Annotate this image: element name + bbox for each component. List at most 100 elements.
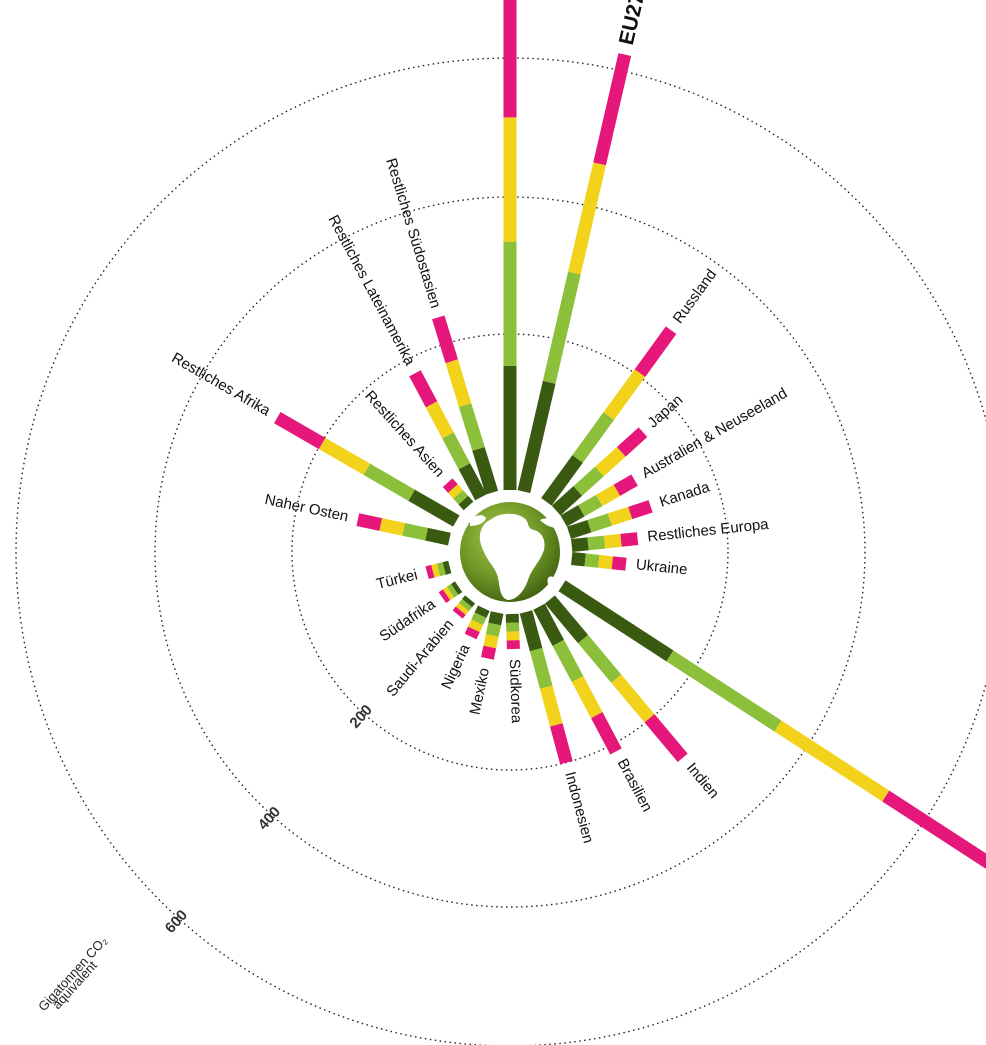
- bar-segment: [566, 520, 592, 539]
- bar-segment: [450, 581, 463, 595]
- bar-segment: [432, 315, 458, 364]
- label-ukraine: Ukraine: [635, 556, 688, 578]
- bar-segment: [611, 556, 627, 571]
- bar-segment: [533, 603, 565, 646]
- bar-segment: [274, 411, 326, 450]
- emission-bars: [274, 0, 986, 869]
- tick-400: 400: [255, 803, 284, 833]
- bar-segment: [644, 714, 688, 762]
- bar-segment: [558, 580, 674, 662]
- bar-türkei: [425, 560, 452, 579]
- label-brasilien: Brasilien: [614, 756, 656, 815]
- label-südkorea: Südkorea: [506, 659, 525, 724]
- label-naher-osten: Naher Osten: [263, 491, 350, 525]
- bar-segment: [483, 634, 499, 649]
- bar-segment: [442, 586, 455, 601]
- bar-naher-osten: [356, 513, 451, 546]
- bar-segment: [587, 513, 612, 533]
- bar-segment: [363, 463, 415, 501]
- bar-segment: [452, 606, 466, 619]
- bar-segment: [519, 610, 543, 652]
- bar-segment: [568, 162, 606, 275]
- bar-segment: [593, 53, 632, 166]
- tick-200: 200: [346, 702, 375, 732]
- bar-segment: [551, 486, 583, 516]
- bar-segment: [445, 359, 472, 407]
- bar-segment: [603, 533, 622, 549]
- bar-segment: [455, 602, 469, 615]
- bar-segment: [578, 634, 622, 683]
- globe-icon: [460, 502, 560, 602]
- axis-ticks: 200 400 600: [162, 702, 376, 937]
- bar-südafrika: [438, 581, 463, 603]
- bar-ukraine: [571, 552, 627, 571]
- bar-segment: [517, 380, 556, 494]
- label-nigeria: Nigeria: [438, 641, 474, 692]
- tick-600: 600: [162, 907, 191, 937]
- bar-segment: [356, 513, 383, 531]
- bar-segment: [442, 560, 452, 575]
- grid-ring-200: [154, 196, 866, 908]
- unit-label-line: Gigatonnen CO₂: [35, 933, 110, 1014]
- bar-segment: [595, 484, 621, 507]
- label-russland: Russland: [670, 266, 721, 327]
- bar-mexiko: [481, 611, 504, 660]
- bar-segment: [591, 712, 622, 755]
- bar-segment: [409, 370, 438, 408]
- bar-segment: [318, 437, 371, 475]
- label-mexiko: Mexiko: [467, 666, 494, 716]
- bar-indien: [544, 595, 688, 762]
- bar-segment: [587, 535, 606, 551]
- bar-segment: [458, 463, 487, 501]
- bar-segment: [488, 611, 504, 626]
- bar-segment: [598, 554, 614, 570]
- bar-restliches-südostasien: [432, 315, 499, 495]
- bar-segment: [425, 564, 435, 579]
- bar-segment: [542, 271, 581, 384]
- bar-japan: [551, 427, 648, 516]
- bar-segment: [442, 478, 458, 493]
- grid-ring-0: [291, 333, 729, 771]
- label-japan: Japan: [644, 391, 686, 431]
- label-restliches-südostasien: Restliches Südostasien: [382, 156, 444, 310]
- bar-segment: [462, 595, 476, 608]
- bar-segment: [550, 723, 573, 765]
- bar-segment: [446, 583, 459, 598]
- bar-segment: [616, 427, 648, 457]
- bar-segment: [453, 489, 469, 505]
- label-indien: Indien: [683, 760, 722, 802]
- bar-indonesien: [519, 610, 573, 765]
- bar-südkorea: [505, 613, 520, 650]
- label-eu27: EU27: [615, 0, 649, 47]
- bar-kanada: [566, 500, 653, 539]
- bar-segment: [571, 537, 589, 552]
- label-kanada: Kanada: [657, 478, 712, 510]
- bar-segment: [402, 523, 428, 541]
- bar-segment: [425, 527, 451, 546]
- bar-brasilien: [533, 603, 622, 755]
- bar-segment: [481, 645, 497, 660]
- bar-segment: [584, 553, 600, 568]
- label-restliches-europa: Restliches Europa: [647, 516, 770, 546]
- bar-segment: [572, 412, 615, 463]
- bar-segment: [471, 612, 487, 626]
- bar-china: [558, 580, 986, 869]
- bar-segment: [468, 619, 484, 633]
- bar-segment: [603, 369, 646, 420]
- bar-eu27: [517, 53, 632, 494]
- bar-segment: [379, 518, 405, 536]
- bar-segment: [464, 626, 480, 640]
- label-restliches-lateinamerika: Restliches Lateinamerika: [325, 212, 419, 369]
- bar-segment: [571, 552, 586, 567]
- bar-restliches-europa: [571, 532, 639, 552]
- label-australien-neuseeland: Australien & Neuseeland: [639, 385, 790, 482]
- bar-segment: [666, 650, 782, 732]
- label-indonesien: Indonesien: [561, 770, 596, 845]
- bar-nigeria: [464, 605, 490, 640]
- bar-segment: [458, 403, 485, 451]
- bar-restliches-afrika: [274, 411, 460, 527]
- bar-segment: [539, 685, 563, 727]
- bar-segment: [448, 484, 463, 499]
- bar-restliches-lateinamerika: [409, 370, 487, 501]
- label-türkei: Türkei: [375, 566, 420, 593]
